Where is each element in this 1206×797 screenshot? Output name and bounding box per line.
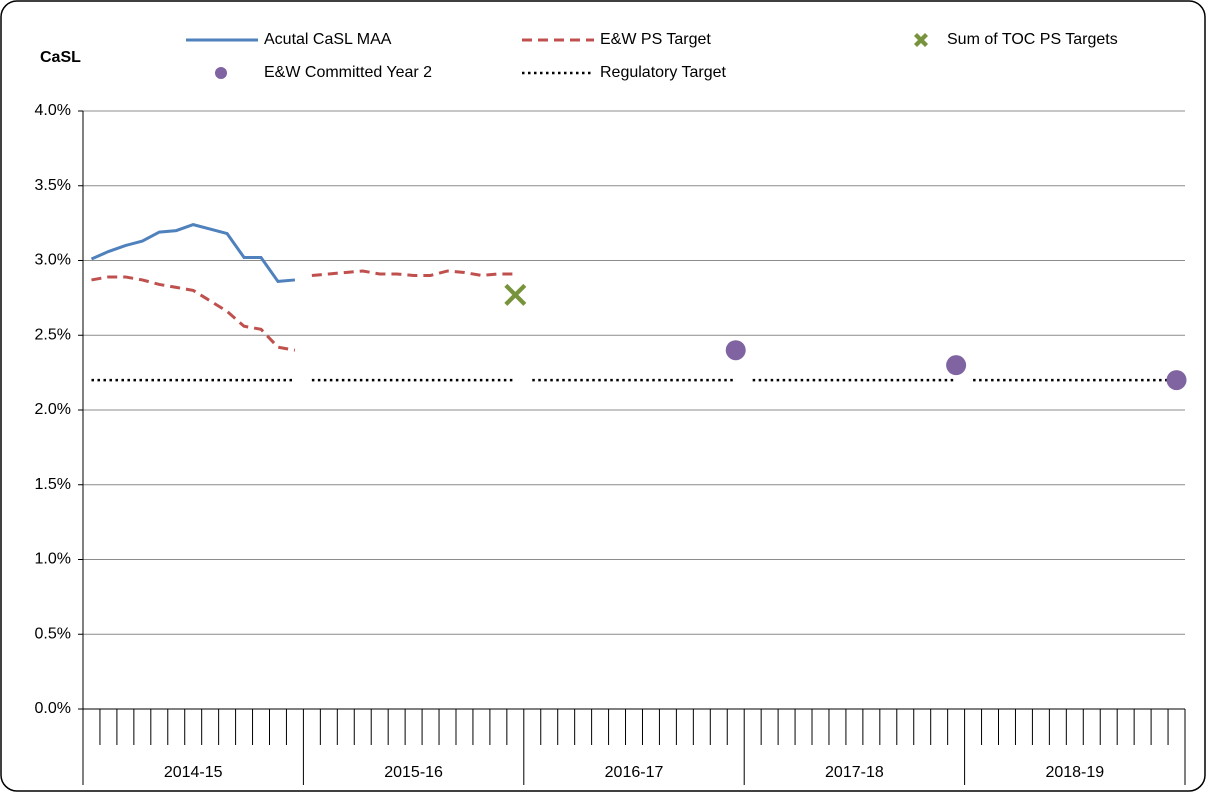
y-tick-label: 0.0% (35, 700, 71, 717)
y-tick-label: 1.0% (35, 551, 71, 568)
series-line (90, 223, 296, 283)
y-tick-label: 1.5% (35, 476, 71, 493)
circle-marker (946, 355, 967, 376)
circle-marker (725, 340, 746, 361)
legend-label: Acutal CaSL MAA (264, 31, 392, 48)
series-line (311, 269, 516, 277)
y-tick-label: 3.5% (35, 177, 71, 194)
cross-marker (504, 283, 527, 306)
legend-label: E&W PS Target (600, 31, 711, 48)
x-group-label: 2015-16 (384, 764, 443, 781)
y-tick-label: 2.0% (35, 401, 71, 418)
y-tick-label: 0.5% (35, 625, 71, 642)
circle-marker (1166, 370, 1187, 391)
x-group-label: 2016-17 (605, 764, 664, 781)
x-group-label: 2018-19 (1045, 764, 1104, 781)
y-tick-label: 3.0% (35, 252, 71, 269)
legend-label: Regulatory Target (600, 64, 727, 81)
y-axis-label: CaSL (40, 49, 81, 66)
legend-label: E&W Committed Year 2 (264, 64, 432, 81)
x-group-label: 2017-18 (825, 764, 884, 781)
y-tick-label: 4.0% (35, 102, 71, 119)
legend-label: Sum of TOC PS Targets (947, 31, 1118, 48)
y-tick-label: 2.5% (35, 326, 71, 343)
series-line (91, 275, 296, 352)
x-group-label: 2014-15 (164, 764, 223, 781)
legend-marker (914, 33, 928, 47)
legend-marker (215, 67, 227, 79)
